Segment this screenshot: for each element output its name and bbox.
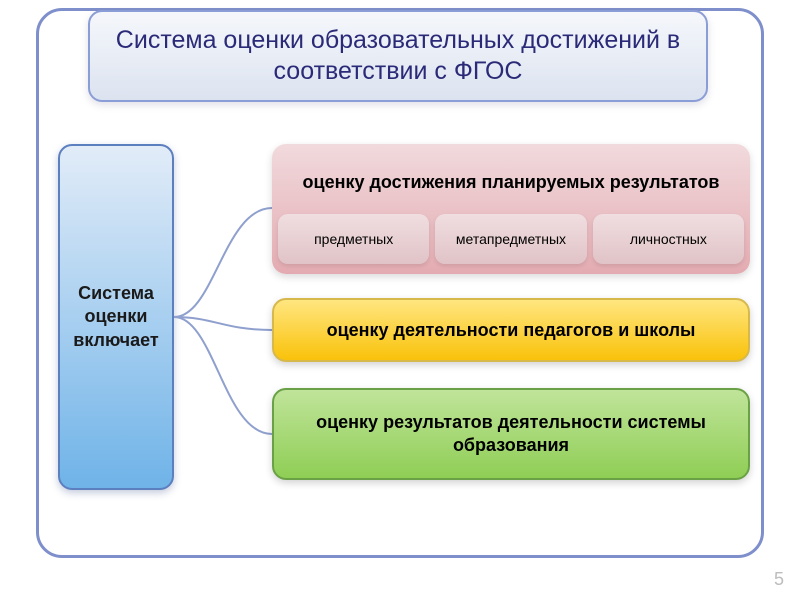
- sub-cell-1: метапредметных: [435, 214, 586, 264]
- branch-1-title-text: оценку достижения планируемых результато…: [303, 171, 720, 194]
- page-number: 5: [774, 569, 784, 590]
- sub-2-text: личностных: [630, 231, 707, 247]
- left-box: Система оценки включает: [58, 144, 174, 490]
- sub-0-text: предметных: [314, 231, 393, 247]
- sub-cell-2: личностных: [593, 214, 744, 264]
- sub-1-text: метапредметных: [456, 231, 566, 247]
- left-text: Система оценки включает: [60, 282, 172, 352]
- title-text: Система оценки образовательных достижени…: [114, 25, 682, 88]
- branch-3-text: оценку результатов деятельности системы …: [292, 411, 730, 458]
- sub-cell-0: предметных: [278, 214, 429, 264]
- title-box: Система оценки образовательных достижени…: [88, 10, 708, 102]
- branch-3: оценку результатов деятельности системы …: [272, 388, 750, 480]
- branch-1-title: оценку достижения планируемых результато…: [278, 150, 744, 214]
- branch-2-text: оценку деятельности педагогов и школы: [327, 320, 696, 341]
- branch-1: оценку достижения планируемых результато…: [272, 144, 750, 274]
- branch-1-subs: предметных метапредметных личностных: [278, 214, 744, 264]
- branch-2: оценку деятельности педагогов и школы: [272, 298, 750, 362]
